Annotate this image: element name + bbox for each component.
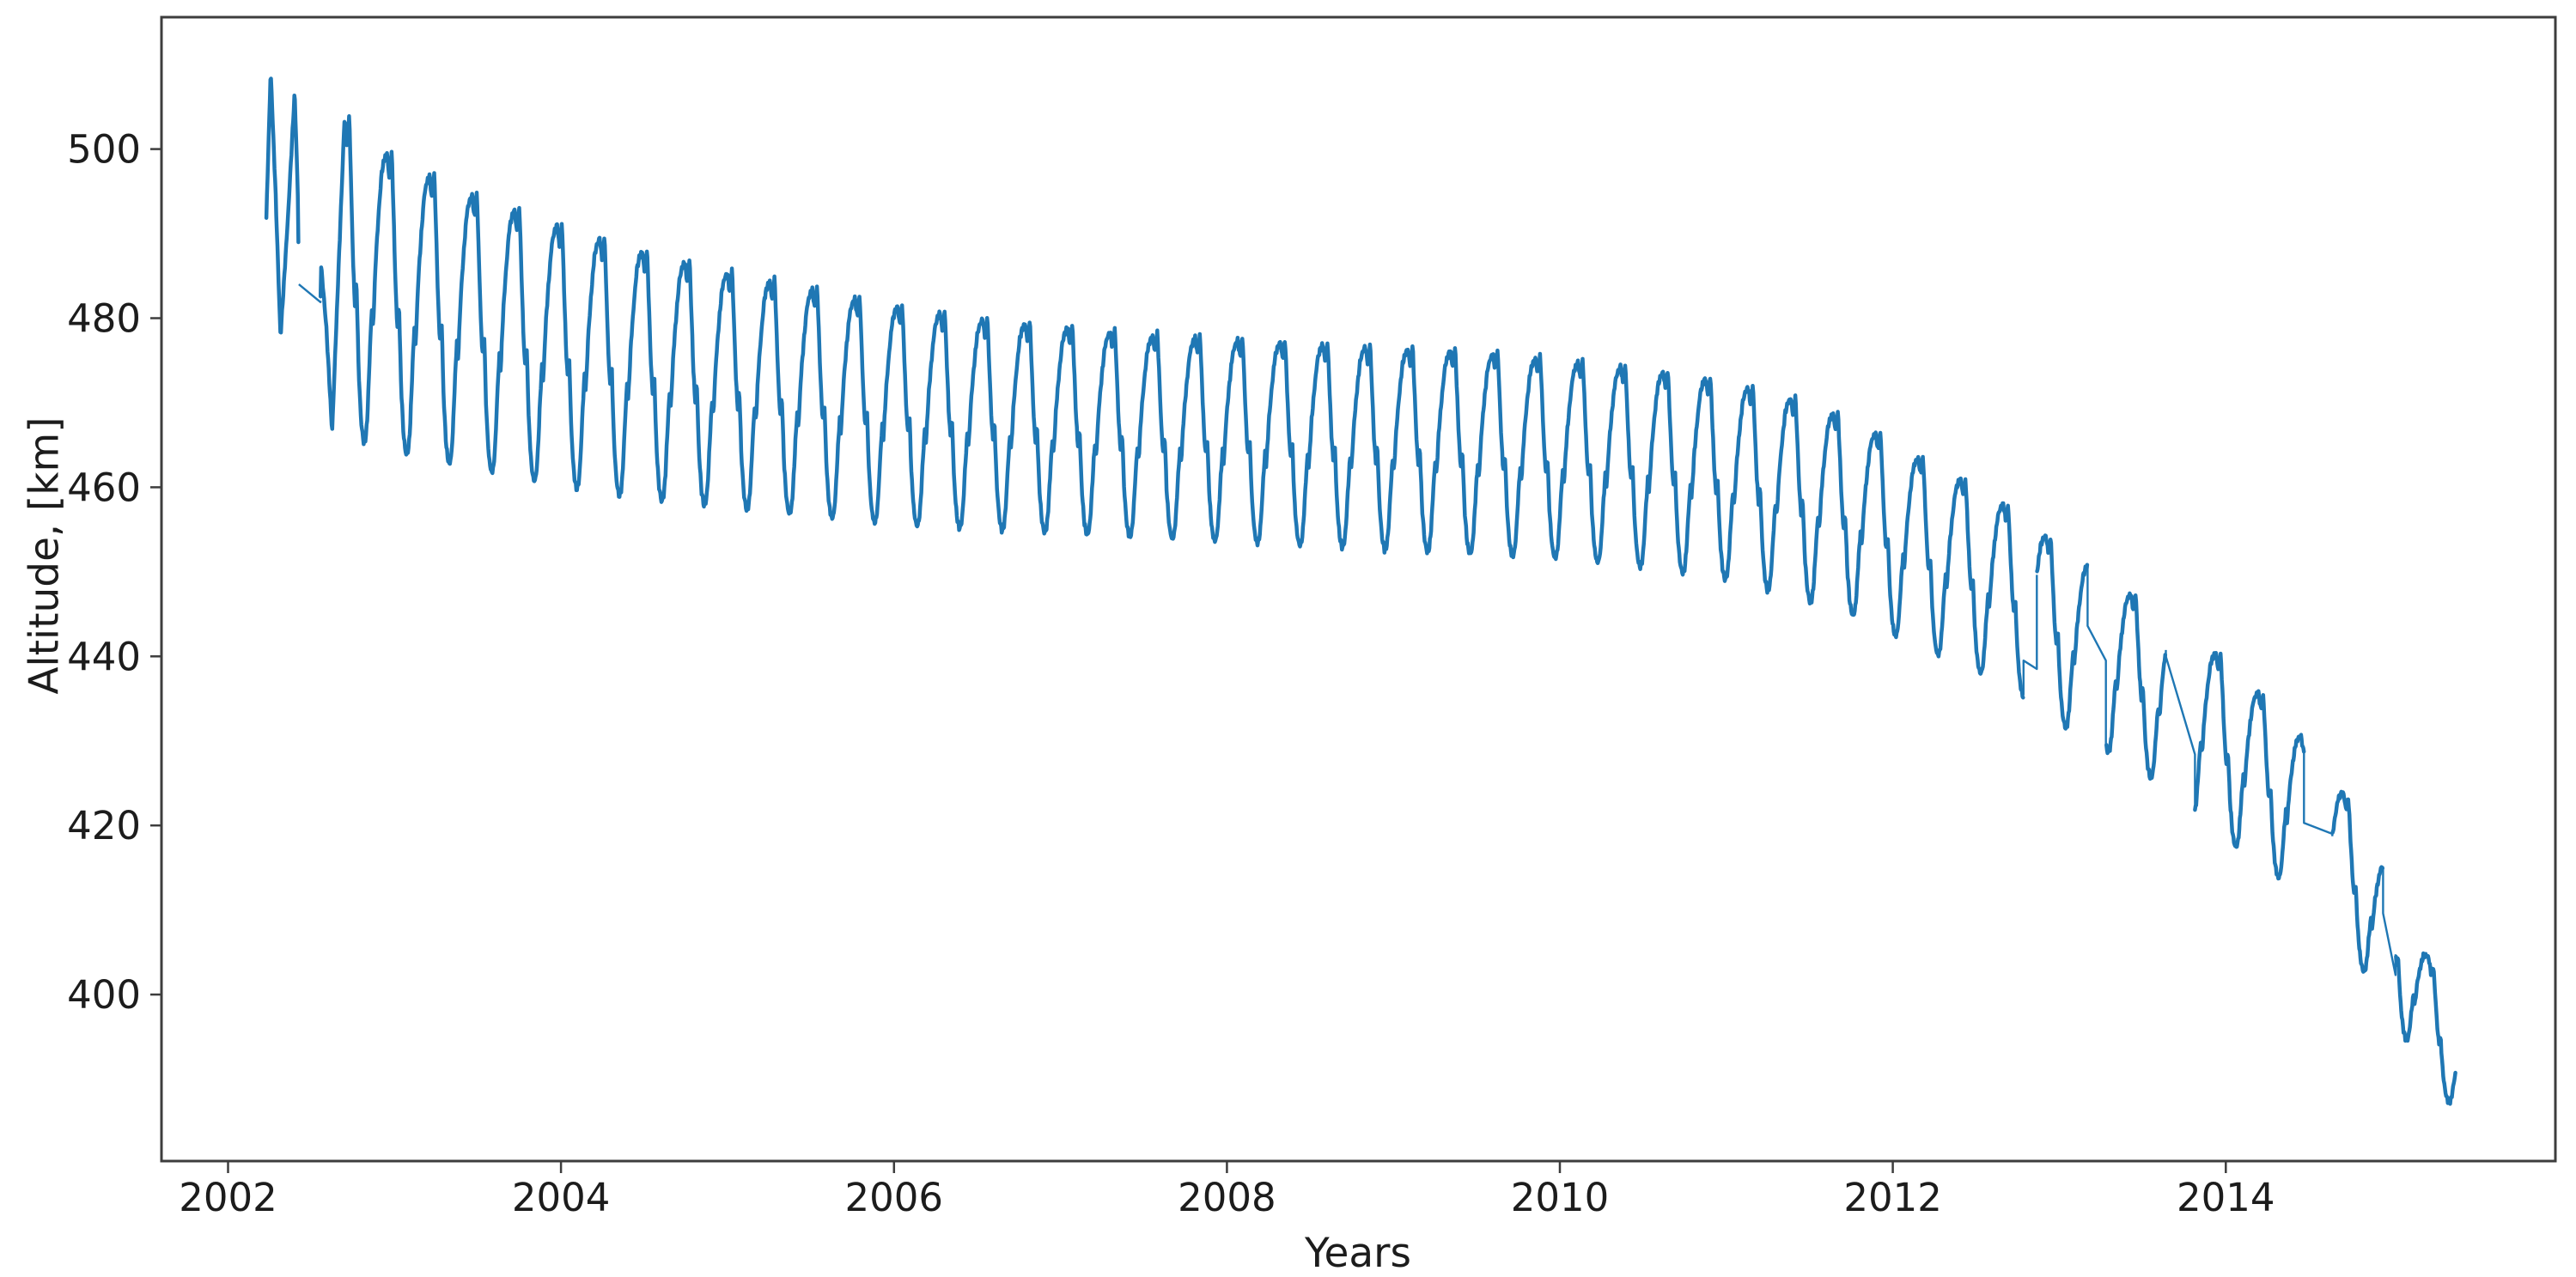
y-axis-label: Altitude, [km] <box>21 417 69 695</box>
x-tick-label: 2012 <box>1843 1175 1942 1220</box>
data-gap-line <box>298 283 2397 976</box>
x-tick-label: 2002 <box>179 1175 277 1220</box>
y-tick-label: 440 <box>67 634 141 679</box>
y-tick-label: 500 <box>67 127 141 173</box>
x-tick-label: 2008 <box>1178 1175 1276 1220</box>
x-axis-label: Years <box>1305 1230 1411 1277</box>
y-tick-label: 400 <box>67 972 141 1018</box>
x-tick-label: 2004 <box>512 1175 611 1220</box>
y-tick-label: 420 <box>67 803 141 848</box>
data-line <box>264 76 2457 1106</box>
x-tick-label: 2010 <box>1511 1175 1610 1220</box>
y-tick-label: 480 <box>67 296 141 342</box>
x-tick-label: 2014 <box>2177 1175 2275 1220</box>
y-tick-label: 460 <box>67 465 141 510</box>
axes-frame <box>160 15 2557 1163</box>
x-tick-label: 2006 <box>845 1175 944 1220</box>
